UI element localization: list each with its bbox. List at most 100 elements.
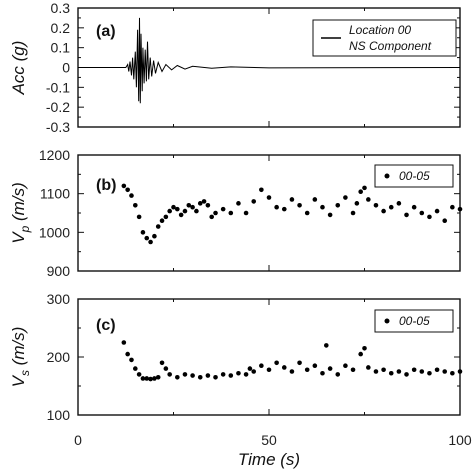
panel-a-ytick-label: -0.1	[46, 79, 70, 95]
panel-c-point	[220, 372, 226, 377]
panel-c-point	[251, 369, 257, 374]
panel-c-point	[175, 375, 180, 380]
panel-c-ylabel-sub: s	[18, 370, 32, 376]
panel-b-point	[358, 189, 363, 195]
panel-b-point	[381, 208, 386, 214]
panel-a-letter: (a)	[96, 23, 116, 40]
panel-c-point	[136, 372, 142, 377]
panel-b-point	[236, 201, 241, 206]
panel-c-point	[343, 363, 348, 369]
panel-c-point	[358, 351, 363, 357]
panel-c-point	[133, 366, 138, 371]
panel-c-point	[144, 376, 150, 381]
panel-c-point	[404, 372, 409, 377]
panel-b-point	[354, 201, 360, 206]
panel-b-point	[159, 218, 165, 224]
panel-c-point	[259, 363, 264, 369]
panel-b-ytick-label: 1000	[39, 224, 70, 240]
panel-b-ytick-label: 1200	[39, 147, 70, 163]
panel-b-point	[251, 199, 257, 204]
panel-b-point	[266, 195, 272, 200]
panel-b-point	[167, 208, 172, 214]
panel-a-series-line	[78, 17, 461, 104]
panel-b-point	[373, 202, 379, 208]
panel-b-point	[205, 202, 211, 208]
panel-c-point	[266, 367, 272, 373]
panel-a: 0.3 0.2 0.1 0 -0.1 -0.2 -0.3 Acc (g) (a) Location…	[9, 0, 461, 135]
panel-b-point	[228, 210, 234, 216]
panel-c-point	[324, 343, 329, 348]
panel-b-legend-swatch	[384, 173, 390, 179]
panel-b-point	[304, 210, 310, 216]
panel-b-ylabel-sub: p	[18, 225, 32, 233]
panel-b-point	[201, 199, 207, 204]
panel-c-point	[442, 369, 448, 374]
panel-c-ylabel-unit: (m/s)	[9, 327, 28, 370]
panel-c-point	[159, 360, 165, 366]
panel-b-point	[121, 183, 127, 189]
panel-b-point	[155, 224, 161, 229]
panel-a-ytick-label: 0.2	[51, 20, 71, 36]
panel-c-legend-box	[374, 309, 454, 333]
panel-b-point	[427, 214, 432, 220]
panel-b-point	[209, 214, 214, 220]
panel-c-xtick-label: 0	[74, 432, 82, 448]
panel-c-point	[125, 351, 130, 357]
panel-b-point	[434, 208, 440, 214]
panel-b-point	[297, 202, 302, 208]
panel-b-point	[457, 206, 463, 212]
panel-c-point	[457, 369, 463, 374]
panel-b-point	[450, 204, 455, 210]
panel-b-point	[125, 187, 130, 193]
panel-a-ytick-label: -0.3	[46, 119, 70, 135]
panel-c-point	[381, 367, 386, 373]
panel-c-ytick-label: 200	[47, 349, 71, 365]
panel-b-point	[136, 214, 142, 220]
panel-b-point	[404, 212, 409, 218]
panel-c-xtick-label: 100	[448, 432, 472, 448]
panel-c-point	[427, 370, 432, 376]
panel-b-point	[411, 204, 417, 210]
panel-c-point	[362, 346, 367, 351]
panel-c-point	[129, 357, 134, 363]
panel-c-point	[289, 369, 295, 374]
panel-c-point	[320, 370, 325, 376]
panel-c-point	[335, 372, 341, 377]
panel-b-point	[396, 201, 402, 206]
panel-b-point	[243, 210, 249, 216]
panel-b-point	[335, 202, 341, 208]
panel-c-point	[148, 376, 153, 382]
panel-b-point	[442, 218, 448, 224]
panel-a-ylabel: Acc (g)	[9, 41, 28, 96]
panel-b-point	[197, 201, 203, 206]
panel-a-ytick-label: 0.3	[51, 0, 71, 16]
panel-c-point	[274, 360, 279, 366]
panel-b-point	[152, 233, 157, 239]
panel-c-point	[197, 375, 203, 380]
panel-b-point	[182, 208, 188, 214]
panel-b-point	[281, 206, 287, 212]
panel-b-point	[388, 204, 394, 210]
panel-b-legend-box	[374, 164, 454, 188]
panel-c-point	[205, 373, 211, 378]
panel-c-point	[190, 373, 195, 378]
panel-b-point	[213, 210, 218, 216]
panel-b-point	[366, 197, 371, 202]
panel-c-point	[236, 370, 241, 376]
panel-c-point	[121, 340, 127, 345]
panel-b-point	[220, 206, 226, 212]
panel-b-point	[350, 210, 356, 216]
panel-b-ylabel-unit: (m/s)	[9, 182, 28, 225]
panel-c-ytick-label: 100	[47, 407, 71, 423]
panel-a-legend-label: NS Component	[349, 39, 432, 53]
panel-c-point	[419, 369, 425, 374]
panel-a-ytick-label: 0.1	[51, 40, 71, 56]
panel-c-point	[228, 373, 234, 378]
panel-c-point	[396, 369, 402, 374]
panel-b-point	[419, 210, 425, 216]
panel-b-letter: (b)	[96, 177, 116, 194]
panel-c-point	[366, 365, 371, 370]
panel-c-point	[327, 366, 333, 371]
panel-b-point	[133, 202, 138, 208]
